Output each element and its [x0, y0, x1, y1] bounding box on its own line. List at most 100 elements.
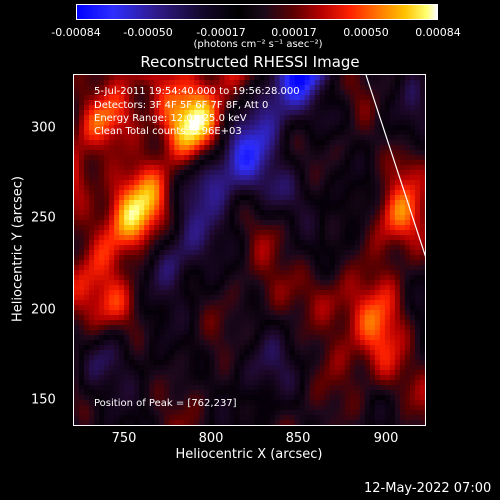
heatmap-cell: [374, 180, 381, 186]
heatmap-cell: [204, 385, 210, 391]
heatmap-cell: [74, 155, 80, 161]
heatmap-cell: [219, 250, 225, 256]
heatmap-cell: [314, 405, 321, 411]
heatmap-cell: [339, 400, 346, 406]
heatmap-cell: [369, 180, 376, 186]
heatmap-cell: [199, 230, 205, 236]
heatmap-cell: [174, 390, 180, 396]
heatmap-cell: [344, 85, 351, 91]
heatmap-cell: [409, 250, 416, 256]
heatmap-cell: [364, 160, 371, 166]
heatmap-cell: [279, 290, 285, 296]
heatmap-cell: [319, 125, 326, 131]
heatmap-cell: [174, 80, 180, 86]
heatmap-cell: [74, 240, 80, 246]
heatmap-cell: [124, 115, 130, 121]
heatmap-cell: [159, 220, 165, 226]
heatmap-cell: [74, 360, 80, 366]
heatmap-cell: [134, 95, 140, 101]
heatmap-cell: [374, 185, 381, 191]
heatmap-cell: [169, 290, 175, 296]
heatmap-cell: [149, 235, 155, 241]
heatmap-cell: [339, 335, 346, 341]
heatmap-cell: [304, 275, 311, 281]
heatmap-cell: [239, 345, 245, 351]
heatmap-cell: [359, 190, 366, 196]
heatmap-cell: [259, 320, 265, 326]
heatmap-cell: [269, 195, 275, 201]
heatmap-cell: [364, 395, 371, 401]
heatmap-cell: [369, 175, 376, 181]
heatmap-cell: [99, 325, 105, 331]
heatmap-cell: [234, 305, 240, 311]
heatmap-cell: [224, 200, 230, 206]
heatmap-cell: [189, 390, 195, 396]
heatmap-cell: [354, 420, 361, 425]
heatmap-cell: [199, 355, 205, 361]
heatmap-cell: [299, 410, 306, 416]
heatmap-cell: [199, 210, 205, 216]
heatmap-cell: [329, 395, 336, 401]
heatmap-cell: [304, 240, 311, 246]
heatmap-cell: [414, 100, 421, 106]
heatmap-cell: [279, 165, 285, 171]
heatmap-cell: [404, 330, 411, 336]
heatmap-cell: [239, 325, 245, 331]
heatmap-cell: [409, 355, 416, 361]
heatmap-cell: [394, 130, 401, 136]
heatmap-cell: [119, 250, 125, 256]
heatmap-cell: [344, 155, 351, 161]
heatmap-cell: [154, 110, 160, 116]
heatmap-cell: [289, 355, 296, 361]
heatmap-cell: [299, 400, 306, 406]
heatmap-cell: [304, 75, 311, 81]
heatmap-cell: [169, 165, 175, 171]
heatmap-cell: [249, 115, 255, 121]
heatmap-cell: [189, 240, 195, 246]
heatmap-cell: [244, 235, 250, 241]
heatmap-cell: [364, 165, 371, 171]
heatmap-cell: [104, 405, 110, 411]
heatmap-cell: [299, 365, 306, 371]
heatmap-cell: [389, 415, 396, 421]
heatmap-cell: [229, 340, 235, 346]
heatmap-cell: [379, 325, 386, 331]
heatmap-cell: [244, 100, 250, 106]
heatmap-cell: [89, 340, 95, 346]
heatmap-cell: [409, 370, 416, 376]
heatmap-cell: [144, 225, 150, 231]
heatmap-cell: [389, 85, 396, 91]
heatmap-cell: [409, 230, 416, 236]
heatmap-cell: [99, 240, 105, 246]
heatmap-cell: [389, 195, 396, 201]
heatmap-cell: [374, 290, 381, 296]
heatmap-cell: [194, 350, 200, 356]
heatmap-cell: [384, 210, 391, 216]
heatmap-cell: [384, 180, 391, 186]
heatmap-cell: [334, 310, 341, 316]
heatmap-cell: [209, 90, 215, 96]
heatmap-cell: [139, 245, 145, 251]
heatmap-cell: [389, 375, 396, 381]
heatmap-cell: [149, 160, 155, 166]
heatmap-cell: [374, 170, 381, 176]
heatmap-cell: [154, 350, 160, 356]
heatmap-cell: [149, 260, 155, 266]
heatmap-cell: [209, 350, 215, 356]
heatmap-cell: [239, 420, 245, 425]
heatmap-cell: [179, 360, 185, 366]
heatmap-cell: [79, 230, 85, 236]
heatmap-cell: [174, 365, 180, 371]
heatmap-cell: [299, 240, 306, 246]
heatmap-cell: [154, 95, 160, 101]
heatmap-cell: [224, 120, 230, 126]
heatmap-cell: [264, 370, 270, 376]
heatmap-cell: [179, 245, 185, 251]
heatmap-cell: [354, 185, 361, 191]
heatmap-cell: [214, 235, 220, 241]
heatmap-cell: [374, 400, 381, 406]
heatmap-cell: [94, 100, 100, 106]
heatmap-cell: [189, 270, 195, 276]
heatmap-cell: [239, 185, 245, 191]
heatmap-cell: [374, 410, 381, 416]
